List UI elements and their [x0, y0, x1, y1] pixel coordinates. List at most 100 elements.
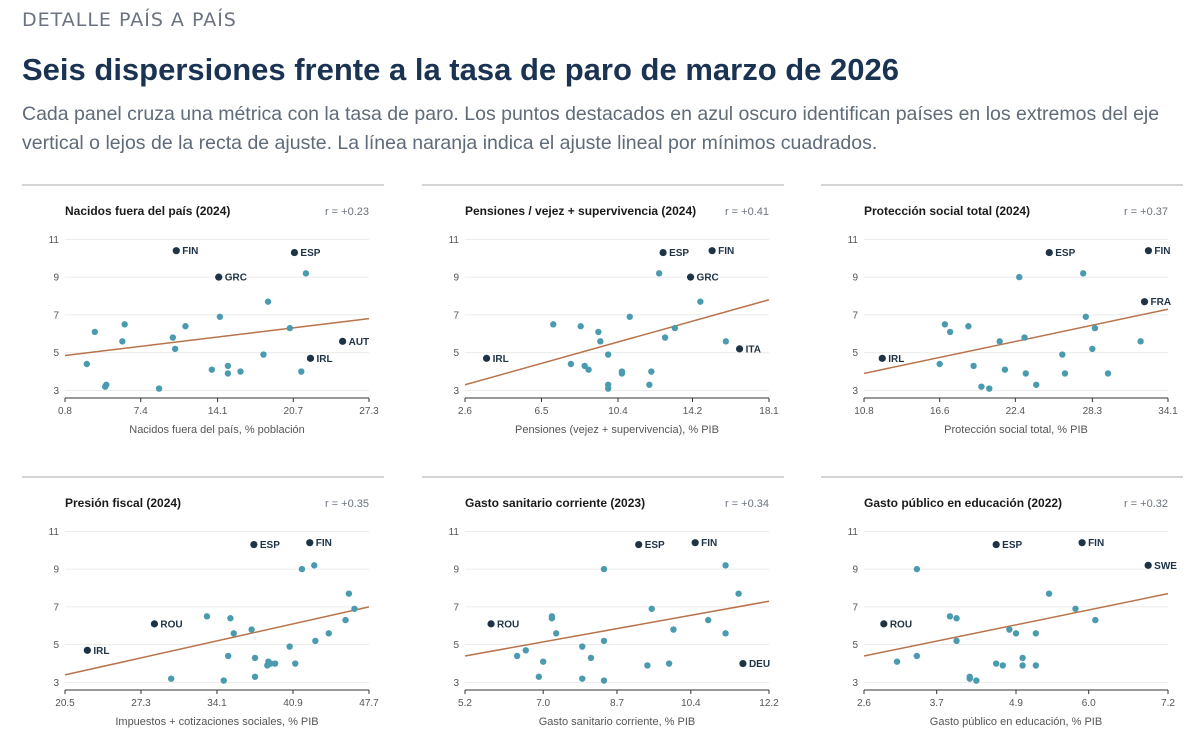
x-tick-label: 7.2: [1161, 698, 1175, 709]
highlight-point: [686, 273, 695, 281]
data-point: [973, 677, 980, 684]
data-point: [1089, 345, 1096, 353]
y-tick-label: 11: [49, 527, 60, 538]
data-point: [665, 660, 673, 667]
data-point: [671, 324, 679, 332]
x-tick-label: 16.6: [930, 406, 950, 417]
data-point: [220, 677, 227, 684]
data-point: [600, 637, 608, 645]
data-point: [1019, 654, 1026, 662]
data-point: [1019, 662, 1026, 669]
point-label: ROU: [160, 619, 182, 630]
data-point: [264, 662, 271, 669]
fit-line: [464, 600, 770, 657]
point-label: FIN: [1088, 538, 1104, 549]
chart-title: Nacidos fuera del país (2024): [65, 204, 230, 218]
data-point: [1072, 605, 1079, 612]
data-point: [535, 673, 543, 680]
panel-gasto-sanitario: Gasto sanitario corriente (2023) r = +0.3…: [422, 476, 784, 740]
data-point: [351, 605, 358, 612]
data-point: [1032, 662, 1040, 669]
data-point: [648, 605, 655, 612]
data-point: [286, 324, 294, 332]
point-label: ROU: [497, 619, 519, 630]
point-label: ESP: [1002, 540, 1022, 551]
data-point: [312, 637, 319, 645]
data-point: [705, 616, 712, 624]
data-point: [264, 298, 272, 305]
scatter-chart: Presión fiscal (2024) r = +0.35 3 5 7 9 11 20.5…: [49, 496, 380, 728]
highlight-point: [339, 337, 347, 345]
scatter-chart: Gasto sanitario corriente (2023) r = +0.3…: [449, 496, 780, 728]
y-tick-label: 11: [848, 527, 859, 538]
highlight-point: [1078, 539, 1086, 547]
kicker: DETALLE PAÍS A PAÍS: [22, 9, 237, 31]
data-point: [216, 313, 224, 320]
x-tick-label: 14.2: [683, 406, 703, 417]
data-point: [913, 652, 921, 660]
y-tick-label: 11: [449, 527, 460, 538]
data-point: [946, 328, 954, 336]
point-label: IRL: [93, 646, 109, 657]
y-tick-label: 9: [852, 565, 858, 576]
x-tick-label: 22.4: [1006, 406, 1026, 417]
data-point: [604, 351, 612, 358]
data-point: [271, 660, 279, 667]
data-point: [670, 626, 677, 633]
x-tick-label: 10.8: [854, 406, 874, 417]
data-point: [722, 562, 729, 569]
data-point: [1061, 370, 1069, 377]
data-point: [208, 366, 216, 373]
x-tick-label: 0.8: [58, 406, 72, 417]
data-point: [648, 368, 655, 375]
x-tick-label: 14.1: [208, 406, 228, 417]
data-point: [567, 360, 575, 368]
point-label: SWE: [1154, 561, 1177, 572]
data-point: [587, 654, 595, 662]
point-label: FIN: [182, 246, 198, 257]
point-label: FIN: [718, 246, 734, 257]
scatter-chart: Protección social total (2024) r = +0.37 3…: [848, 204, 1179, 436]
data-point: [1137, 338, 1144, 345]
y-tick-label: 11: [848, 235, 859, 246]
data-point: [298, 565, 306, 573]
data-point: [722, 630, 729, 637]
highlight-point: [1144, 247, 1153, 255]
highlight-point: [659, 248, 667, 257]
y-tick-label: 9: [453, 565, 459, 576]
y-tick-label: 9: [53, 273, 59, 284]
y-tick-label: 5: [53, 640, 59, 651]
data-point: [585, 366, 592, 373]
point-label: GRC: [225, 273, 247, 284]
data-point: [661, 334, 669, 341]
data-point: [644, 662, 651, 669]
data-point: [539, 658, 547, 665]
highlight-point: [290, 248, 299, 257]
data-point: [325, 630, 332, 637]
highlight-point: [880, 620, 888, 628]
data-point: [342, 616, 349, 624]
data-point: [251, 654, 259, 662]
data-point: [237, 368, 244, 375]
fit-line: [863, 308, 1169, 375]
data-point: [260, 351, 267, 358]
data-point: [286, 643, 293, 650]
data-point: [941, 321, 949, 328]
panel-gasto-educacion: Gasto público en educación (2022) r = +0.…: [821, 476, 1183, 740]
highlight-point: [1045, 248, 1053, 257]
x-axis-label: Pensiones (vejez + supervivencia), % PIB: [515, 424, 719, 436]
data-point: [1091, 324, 1099, 332]
data-point: [101, 383, 109, 390]
data-point: [292, 660, 299, 667]
data-point: [970, 362, 977, 370]
data-point: [1045, 590, 1053, 597]
highlight-point: [482, 354, 491, 362]
highlight-point: [487, 620, 495, 628]
point-label: FIN: [1154, 246, 1170, 257]
x-tick-label: 6.0: [1082, 698, 1096, 709]
data-point: [999, 662, 1006, 669]
y-tick-label: 9: [453, 273, 459, 284]
x-tick-label: 2.6: [458, 406, 472, 417]
chart-title: Pensiones / vejez + supervivencia (2024): [465, 204, 696, 218]
data-point: [655, 270, 663, 277]
